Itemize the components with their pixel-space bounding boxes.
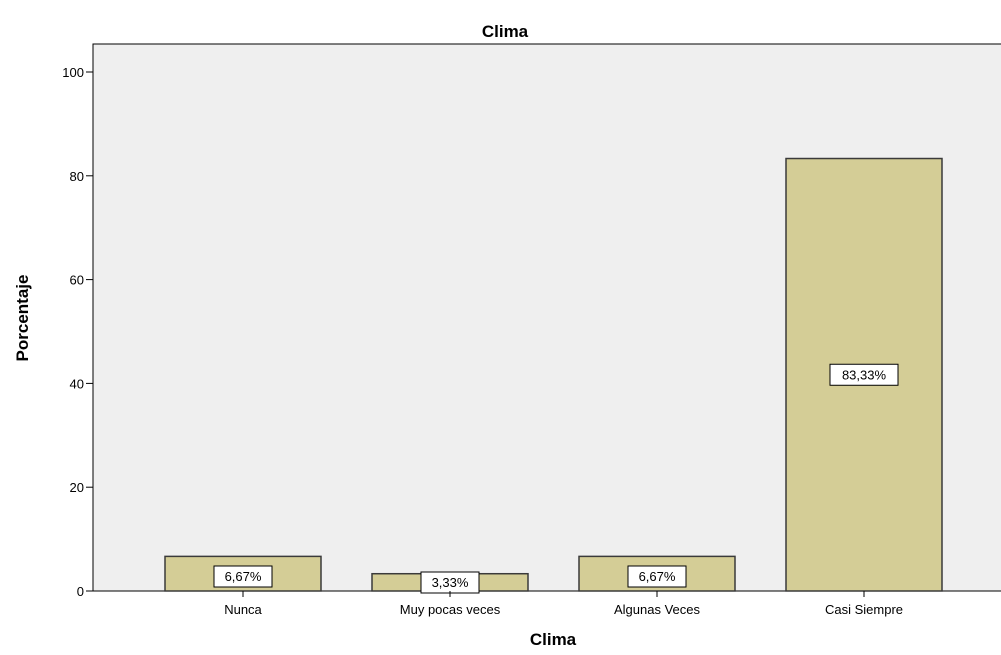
y-axis: 0 20 40 60 80 100 [62, 65, 93, 599]
data-label-box [627, 565, 687, 588]
y-tick-label: 60 [70, 273, 84, 288]
x-tick-label: Algunas Veces [614, 602, 701, 617]
data-label: 6,67% [639, 569, 676, 584]
chart-title: Clima [482, 22, 529, 41]
y-tick-label: 100 [62, 65, 84, 80]
data-label: 83,33% [842, 367, 887, 382]
y-tick-label: 20 [70, 480, 84, 495]
x-tick-label: Muy pocas veces [400, 602, 501, 617]
y-tick-label: 0 [77, 584, 84, 599]
y-tick-label: 80 [70, 169, 84, 184]
data-label: 6,67% [225, 569, 262, 584]
data-label-box [213, 565, 273, 588]
x-axis: Nunca Muy pocas veces Algunas Veces Casi Si… [224, 591, 903, 617]
y-axis-title: Porcentaje [13, 275, 32, 362]
x-tick-label: Casi Siempre [825, 602, 903, 617]
data-label: 3,33% [432, 575, 469, 590]
x-tick-label: Nunca [224, 602, 262, 617]
data-label-box [829, 363, 899, 386]
x-axis-title: Clima [530, 630, 577, 649]
bars-group: 6,67% 3,33% 6,67% 83,33% [164, 157, 943, 594]
y-tick-label: 40 [70, 376, 84, 391]
